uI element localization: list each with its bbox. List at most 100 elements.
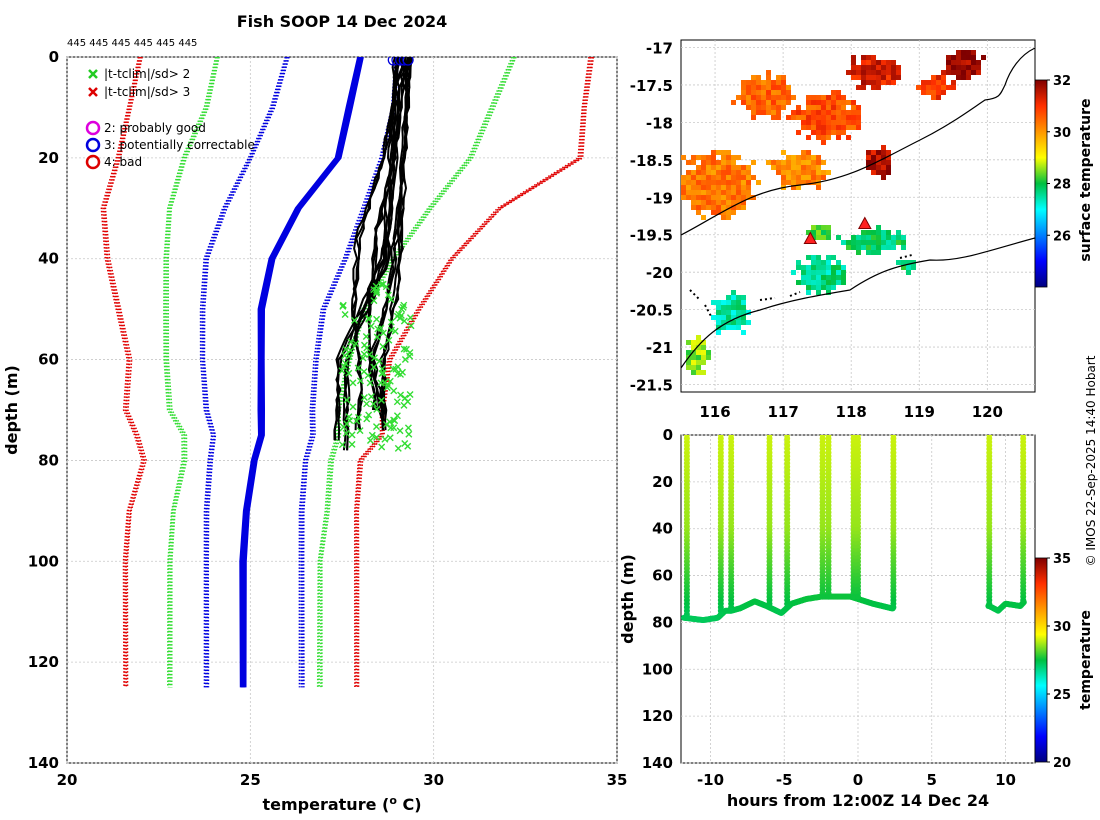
flag-x-marker xyxy=(401,356,409,364)
sst-cell xyxy=(861,240,866,245)
sst-cell xyxy=(696,210,701,215)
sst-cell xyxy=(701,370,706,375)
sst-cell xyxy=(786,85,791,90)
sst-cell xyxy=(761,100,766,105)
sst-cell xyxy=(841,270,846,275)
sst-cell xyxy=(691,170,696,175)
sst-cell xyxy=(836,280,841,285)
sst-cell xyxy=(841,95,846,100)
sst-cell xyxy=(706,165,711,170)
sst-cell xyxy=(826,275,831,280)
sst-cell xyxy=(741,175,746,180)
sst-cell xyxy=(736,190,741,195)
sst-cell xyxy=(946,60,951,65)
sst-cell xyxy=(681,180,686,185)
sst-cell xyxy=(846,115,851,120)
sst-cell xyxy=(741,320,746,325)
sst-cell xyxy=(756,100,761,105)
sst-cell xyxy=(951,85,956,90)
sst-cell xyxy=(711,165,716,170)
sst-cell xyxy=(826,255,831,260)
profile-x-label: temperature (o C) xyxy=(262,794,421,814)
sst-cell xyxy=(746,165,751,170)
top-labels: 445 445 445 445 445 445 xyxy=(67,38,197,49)
sst-cell xyxy=(896,240,901,245)
sst-cell xyxy=(681,175,686,180)
sst-cell xyxy=(816,110,821,115)
sst-cell xyxy=(731,205,736,210)
climatology-minus2sd xyxy=(164,57,218,688)
sst-cell xyxy=(706,195,711,200)
sst-cell xyxy=(706,205,711,210)
sst-cell xyxy=(831,270,836,275)
y-tick-label: 100 xyxy=(28,552,59,570)
climatology-minus3sd xyxy=(102,57,145,688)
sst-cell xyxy=(846,70,851,75)
sst-cell xyxy=(741,305,746,310)
sst-cell xyxy=(721,215,726,220)
sst-cell xyxy=(886,165,891,170)
sst-cell xyxy=(811,285,816,290)
sst-cell xyxy=(866,155,871,160)
flag-x-marker xyxy=(399,303,407,311)
sst-cell xyxy=(751,110,756,115)
sst-cell xyxy=(686,350,691,355)
sst-cell xyxy=(806,280,811,285)
profile-line xyxy=(336,57,398,441)
sst-cell xyxy=(811,120,816,125)
sst-cell xyxy=(716,315,721,320)
flag-x-marker xyxy=(400,301,408,309)
sst-cell xyxy=(961,65,966,70)
flag-x-marker xyxy=(407,322,415,330)
flag-x-marker xyxy=(394,369,402,377)
sst-cell xyxy=(876,75,881,80)
sst-cell xyxy=(696,155,701,160)
sst-cell xyxy=(826,120,831,125)
flag-x-marker xyxy=(370,354,378,362)
sst-cell xyxy=(716,205,721,210)
sst-cell xyxy=(776,80,781,85)
sst-cell xyxy=(796,180,801,185)
sst-cell xyxy=(696,180,701,185)
td-cast-point xyxy=(855,593,861,600)
sst-cell xyxy=(746,320,751,325)
sst-cell xyxy=(866,250,871,255)
sst-cell xyxy=(736,180,741,185)
sst-cell xyxy=(966,55,971,60)
sst-cell xyxy=(736,325,741,330)
profile-axes-frame xyxy=(66,56,618,764)
sst-cell xyxy=(816,280,821,285)
map-y-tick-label: -17.5 xyxy=(630,77,673,95)
sst-cell xyxy=(806,265,811,270)
flag-x-marker xyxy=(401,440,409,448)
sst-cell xyxy=(801,275,806,280)
flag-x-marker xyxy=(340,362,348,370)
flag-x-marker xyxy=(393,412,401,420)
sst-cell xyxy=(776,85,781,90)
sst-cell xyxy=(801,175,806,180)
time-depth-x-label: hours from 12:00Z 14 Dec 24 xyxy=(727,791,989,810)
flag-x-marker xyxy=(352,340,360,348)
sst-cell xyxy=(691,185,696,190)
sst-cell xyxy=(826,290,831,295)
sst-cell xyxy=(781,160,786,165)
sst-cell xyxy=(726,205,731,210)
flag-x-marker xyxy=(345,369,353,377)
sst-cell xyxy=(731,155,736,160)
sst-cell xyxy=(691,350,696,355)
sst-cell xyxy=(686,190,691,195)
sst-cell xyxy=(696,335,701,340)
flag-x-marker xyxy=(338,367,346,375)
x-tick-label: 25 xyxy=(240,771,261,789)
sst-cell xyxy=(876,225,881,230)
sst-cell xyxy=(841,105,846,110)
sst-cell xyxy=(806,155,811,160)
sst-cell xyxy=(881,165,886,170)
sst-cell xyxy=(721,210,726,215)
sst-cell xyxy=(811,160,816,165)
sst-cell xyxy=(866,165,871,170)
sst-cell xyxy=(706,180,711,185)
td-cast-point xyxy=(986,600,993,607)
map-colorbar-tick-label: 28 xyxy=(1053,178,1071,193)
sst-cell xyxy=(931,85,936,90)
